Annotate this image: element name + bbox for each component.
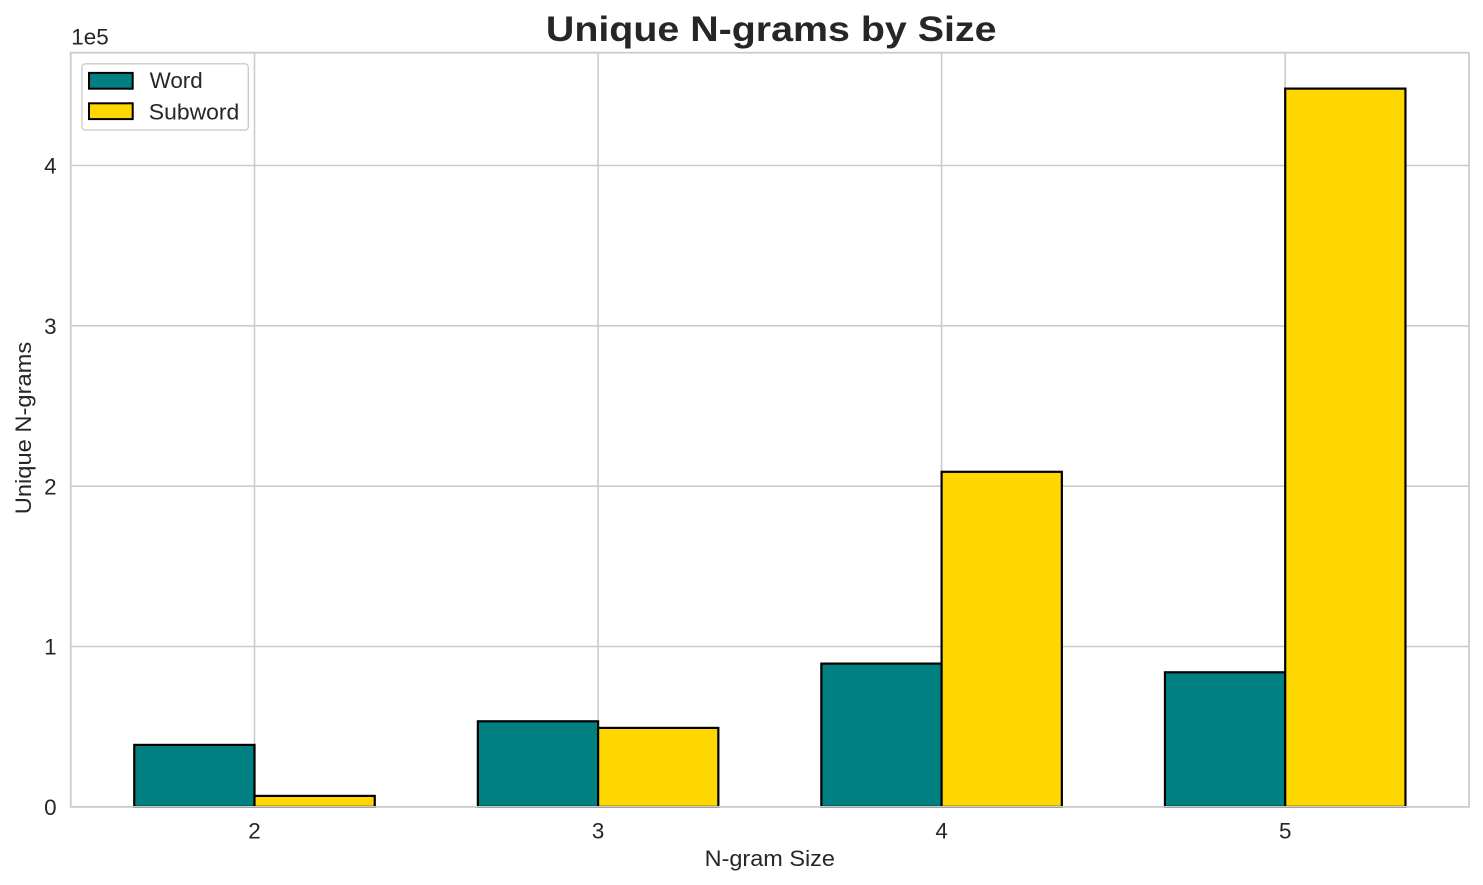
- svg-text:2: 2: [44, 474, 56, 499]
- svg-text:5: 5: [1279, 818, 1291, 843]
- svg-text:N-gram Size: N-gram Size: [705, 846, 835, 871]
- svg-text:0: 0: [44, 795, 56, 820]
- svg-text:2: 2: [248, 818, 260, 843]
- svg-text:Word: Word: [150, 68, 203, 93]
- svg-text:Unique N-grams by Size: Unique N-grams by Size: [546, 9, 997, 49]
- svg-text:3: 3: [44, 314, 56, 339]
- svg-text:1: 1: [44, 635, 56, 660]
- svg-text:1e5: 1e5: [71, 25, 108, 50]
- svg-text:3: 3: [592, 818, 604, 843]
- svg-text:4: 4: [935, 818, 947, 843]
- svg-text:Subword: Subword: [149, 100, 240, 125]
- svg-text:4: 4: [44, 154, 56, 179]
- svg-text:Unique N-grams: Unique N-grams: [11, 342, 36, 515]
